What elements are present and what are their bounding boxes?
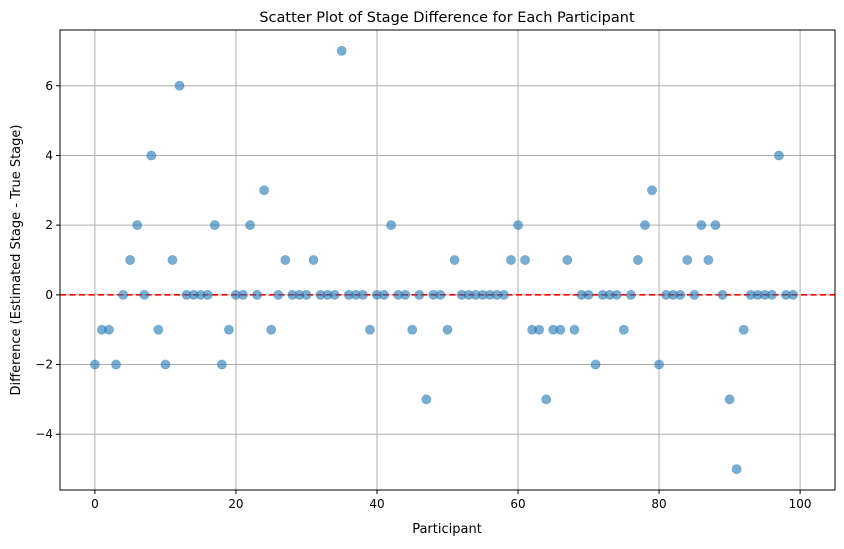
y-tick-label: 0: [45, 288, 53, 302]
data-point: [407, 324, 418, 335]
y-tick-label: 2: [45, 218, 53, 232]
y-tick-label: 6: [45, 79, 53, 93]
data-point: [125, 254, 136, 265]
data-point: [414, 289, 425, 300]
data-point: [174, 80, 185, 91]
data-point: [266, 324, 277, 335]
data-point: [562, 254, 573, 265]
data-point: [273, 289, 284, 300]
data-point: [618, 324, 629, 335]
data-point: [139, 289, 150, 300]
data-point: [654, 359, 665, 370]
data-point: [717, 289, 728, 300]
data-point: [216, 359, 227, 370]
data-point: [421, 394, 432, 405]
data-point: [118, 289, 129, 300]
chart-title: Scatter Plot of Stage Difference for Eac…: [259, 10, 635, 26]
data-point: [252, 289, 263, 300]
data-point: [590, 359, 601, 370]
data-point: [788, 289, 799, 300]
data-point: [89, 359, 100, 370]
x-tick-label: 100: [789, 497, 812, 511]
data-point: [160, 359, 171, 370]
data-point: [773, 150, 784, 161]
x-axis-label: Participant: [412, 522, 482, 537]
data-point: [520, 254, 531, 265]
x-tick-label: 40: [369, 497, 384, 511]
data-point: [280, 254, 291, 265]
data-point: [569, 324, 580, 335]
data-point: [555, 324, 566, 335]
y-tick-label: 4: [45, 148, 53, 162]
plot-frame: [59, 29, 836, 491]
data-point: [357, 289, 368, 300]
data-point: [167, 254, 178, 265]
y-axis-label: Difference (Estimated Stage - True Stage…: [9, 125, 24, 396]
data-point: [111, 359, 122, 370]
data-point: [505, 254, 516, 265]
data-point: [675, 289, 686, 300]
data-point: [153, 324, 164, 335]
data-point: [682, 254, 693, 265]
data-point: [132, 220, 143, 231]
data-point: [104, 324, 115, 335]
data-point: [301, 289, 312, 300]
x-axis-ticks: 0 20 40 60 80 100: [91, 490, 812, 511]
data-point: [632, 254, 643, 265]
data-point: [223, 324, 234, 335]
data-point: [379, 289, 390, 300]
data-points: [89, 45, 799, 475]
data-point: [364, 324, 375, 335]
data-point: [435, 289, 446, 300]
data-point: [703, 254, 714, 265]
data-point: [209, 220, 220, 231]
data-point: [625, 289, 636, 300]
data-point: [259, 185, 270, 196]
y-tick-label: −4: [35, 427, 53, 441]
data-point: [710, 220, 721, 231]
data-point: [738, 324, 749, 335]
data-point: [766, 289, 777, 300]
data-point: [336, 45, 347, 56]
data-point: [731, 464, 742, 475]
data-point: [541, 394, 552, 405]
x-tick-label: 20: [228, 497, 243, 511]
data-point: [202, 289, 213, 300]
data-point: [696, 220, 707, 231]
data-point: [146, 150, 157, 161]
y-axis-ticks: −4 −2 0 2 4 6: [35, 79, 60, 441]
data-point: [245, 220, 256, 231]
data-point: [647, 185, 658, 196]
data-point: [400, 289, 411, 300]
data-point: [237, 289, 248, 300]
data-point: [724, 394, 735, 405]
data-point: [513, 220, 524, 231]
data-point: [689, 289, 700, 300]
data-point: [449, 254, 460, 265]
data-point: [498, 289, 509, 300]
data-point: [583, 289, 594, 300]
data-point: [329, 289, 340, 300]
data-point: [442, 324, 453, 335]
data-point: [386, 220, 397, 231]
data-point: [308, 254, 319, 265]
x-tick-label: 60: [510, 497, 525, 511]
data-point: [639, 220, 650, 231]
data-point: [534, 324, 545, 335]
x-tick-label: 0: [91, 497, 99, 511]
x-tick-label: 80: [651, 497, 666, 511]
y-tick-label: −2: [35, 358, 53, 372]
data-point: [611, 289, 622, 300]
